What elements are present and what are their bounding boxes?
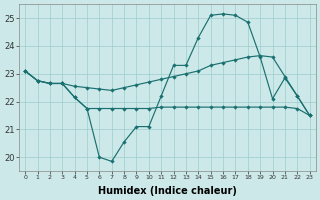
- X-axis label: Humidex (Indice chaleur): Humidex (Indice chaleur): [98, 186, 237, 196]
